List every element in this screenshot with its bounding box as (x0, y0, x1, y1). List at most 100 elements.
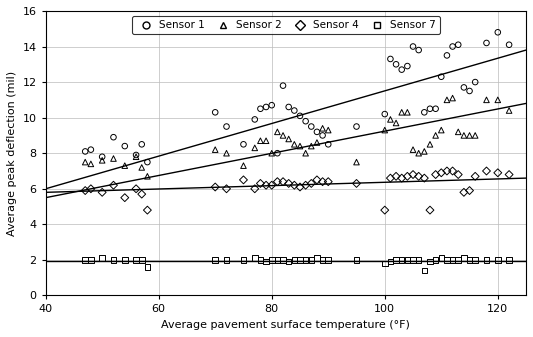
Point (471, 133, 480, 138)
Point (448, 257, 457, 263)
Point (398, 176, 406, 181)
Point (448, 95, 457, 101)
Point (109, 156, 118, 161)
Point (443, 53, 451, 58)
Point (120, 195, 129, 201)
Point (132, 257, 140, 263)
Point (81, 159, 90, 165)
Point (138, 191, 146, 197)
Point (307, 124, 316, 129)
Point (443, 168, 451, 174)
Point (482, 97, 491, 102)
Point (324, 257, 333, 263)
Point (251, 255, 259, 261)
Point (285, 259, 293, 265)
Point (420, 176, 429, 181)
Point (81, 149, 90, 154)
Point (262, 104, 270, 110)
Point (279, 179, 287, 184)
Point (256, 181, 265, 186)
Point (262, 183, 270, 188)
Point (251, 145, 259, 151)
Point (505, 42, 513, 48)
Point (109, 183, 118, 188)
Point (143, 207, 152, 213)
Point (398, 67, 406, 72)
Point (431, 257, 440, 263)
Point (465, 133, 474, 138)
Point (251, 117, 259, 122)
Point (273, 257, 281, 263)
Point (437, 127, 446, 133)
Point (414, 151, 423, 156)
Point (318, 133, 327, 138)
Point (409, 147, 417, 152)
Point (143, 174, 152, 179)
Point (301, 183, 310, 188)
Point (98, 190, 107, 195)
Point (262, 259, 270, 265)
Point (296, 113, 304, 119)
Point (459, 85, 468, 90)
Point (465, 88, 474, 94)
Point (313, 129, 321, 134)
Point (443, 97, 451, 102)
Point (454, 129, 463, 134)
Point (273, 179, 281, 184)
Point (98, 158, 107, 163)
Point (318, 126, 327, 131)
Point (132, 152, 140, 158)
Point (381, 261, 389, 266)
Point (426, 106, 434, 112)
Point (409, 172, 417, 177)
Point (138, 165, 146, 170)
Point (426, 207, 434, 213)
Point (505, 257, 513, 263)
Point (239, 257, 248, 263)
Point (494, 97, 502, 102)
Point (318, 179, 327, 184)
Point (81, 257, 90, 263)
Point (211, 147, 220, 152)
Point (381, 207, 389, 213)
Point (324, 142, 333, 147)
Point (454, 172, 463, 177)
Point (120, 257, 129, 263)
Point (86, 147, 95, 152)
Point (222, 124, 231, 129)
Point (268, 257, 276, 263)
Point (392, 174, 400, 179)
Point (403, 174, 411, 179)
Point (86, 161, 95, 166)
Point (301, 119, 310, 124)
Point (313, 140, 321, 145)
Point (482, 257, 491, 263)
Point (109, 257, 118, 263)
Point (290, 257, 298, 263)
Point (138, 142, 146, 147)
Point (482, 40, 491, 45)
Point (471, 174, 480, 179)
Point (268, 183, 276, 188)
Point (132, 154, 140, 159)
Point (109, 134, 118, 140)
Point (301, 151, 310, 156)
Point (211, 184, 220, 190)
Point (324, 127, 333, 133)
Legend: Sensor 1, Sensor 2, Sensor 4, Sensor 7: Sensor 1, Sensor 2, Sensor 4, Sensor 7 (132, 16, 440, 34)
Point (420, 110, 429, 115)
Point (239, 163, 248, 168)
Point (381, 112, 389, 117)
Point (420, 149, 429, 154)
Point (465, 188, 474, 193)
Point (285, 136, 293, 142)
Point (318, 257, 327, 263)
Point (386, 176, 394, 181)
Point (307, 144, 316, 149)
Point (256, 257, 265, 263)
Point (273, 129, 281, 134)
Y-axis label: Average peak deflection (mil): Average peak deflection (mil) (7, 71, 17, 236)
Point (494, 170, 502, 176)
Point (301, 257, 310, 263)
Point (414, 48, 423, 53)
